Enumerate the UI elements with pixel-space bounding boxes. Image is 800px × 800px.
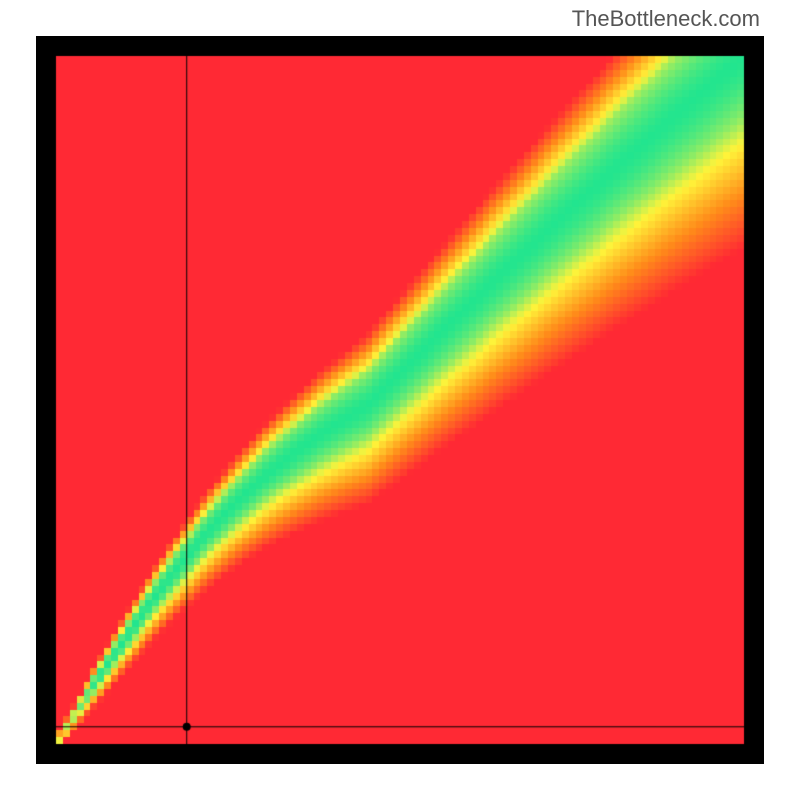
chart-container: TheBottleneck.com (0, 0, 800, 800)
chart-frame (36, 36, 764, 764)
heatmap-canvas (36, 36, 764, 764)
attribution-text: TheBottleneck.com (572, 6, 760, 32)
